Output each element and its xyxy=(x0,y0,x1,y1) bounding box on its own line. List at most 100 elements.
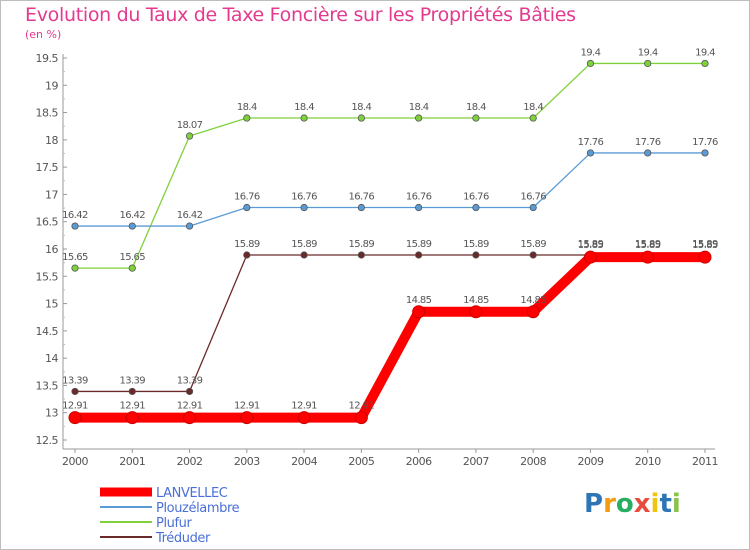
x-tick-label: 2009 xyxy=(577,455,603,468)
data-label: 14.85 xyxy=(406,295,432,306)
data-point xyxy=(300,251,308,259)
data-point xyxy=(583,250,597,264)
data-label: 14.85 xyxy=(520,295,546,306)
data-label: 16.76 xyxy=(406,192,432,203)
data-point xyxy=(243,251,251,259)
brand-letter: i xyxy=(650,489,660,519)
data-point xyxy=(128,264,136,272)
series-line-plouzélambre xyxy=(74,152,706,227)
data-label: 18.07 xyxy=(177,120,203,131)
data-point xyxy=(586,59,595,68)
data-point xyxy=(185,132,194,140)
data-point xyxy=(183,411,197,425)
y-tick-label: 13 xyxy=(45,407,58,420)
chart-title: Evolution du Taux de Taxe Foncière sur l… xyxy=(25,4,576,26)
x-tick-label: 2011 xyxy=(692,455,718,468)
data-label: 18.4 xyxy=(351,102,371,113)
data-label: 14.85 xyxy=(463,295,489,306)
data-point xyxy=(243,203,251,212)
data-label: 15.89 xyxy=(234,239,260,250)
y-tick-label: 17.5 xyxy=(36,161,59,174)
data-label: 16.42 xyxy=(119,210,145,221)
y-tick-label: 19 xyxy=(45,79,58,92)
x-tick-label: 2003 xyxy=(234,455,260,468)
data-label: 15.89 xyxy=(692,239,718,250)
data-label: 15.89 xyxy=(291,239,317,250)
brand-letter: o xyxy=(615,489,634,519)
data-label: 15.89 xyxy=(463,239,489,250)
data-point xyxy=(71,264,79,272)
data-label: 15.89 xyxy=(406,239,432,250)
x-tick-label: 2010 xyxy=(635,455,661,468)
data-point xyxy=(644,59,652,68)
data-point xyxy=(472,114,480,122)
chart-unit-label: (en %) xyxy=(25,28,62,41)
data-point xyxy=(185,222,194,230)
data-point xyxy=(641,250,655,264)
data-point xyxy=(357,251,365,259)
data-label: 16.76 xyxy=(234,192,260,203)
data-point xyxy=(469,305,483,319)
data-label: 13.39 xyxy=(119,375,145,386)
y-tick-label: 16.5 xyxy=(36,216,59,229)
data-label: 12.91 xyxy=(349,401,375,412)
brand-letter: r xyxy=(603,489,616,519)
x-tick-label: 2007 xyxy=(463,455,489,468)
data-point xyxy=(71,387,79,396)
y-tick-label: 15.5 xyxy=(36,270,59,283)
x-tick-label: 2000 xyxy=(62,455,88,468)
data-point xyxy=(701,59,709,68)
data-point xyxy=(300,114,308,122)
data-label: 15.85 xyxy=(635,240,661,251)
data-point xyxy=(354,411,368,425)
data-point xyxy=(472,203,480,212)
y-tick-label: 12.5 xyxy=(36,434,59,447)
data-point xyxy=(472,251,480,259)
data-label: 15.65 xyxy=(62,252,88,263)
legend-entry: Tréduder xyxy=(155,531,211,546)
y-tick-label: 15 xyxy=(45,298,58,311)
data-point xyxy=(586,149,595,157)
x-tick-label: 2004 xyxy=(291,455,317,468)
data-label: 15.89 xyxy=(349,239,375,250)
data-label: 12.91 xyxy=(177,401,203,412)
data-label: 16.42 xyxy=(177,210,203,221)
y-tick-label: 14.5 xyxy=(36,325,59,338)
data-label: 16.76 xyxy=(349,192,375,203)
data-point xyxy=(300,203,308,212)
y-tick-label: 13.5 xyxy=(36,379,59,392)
data-label: 17.76 xyxy=(692,137,718,148)
data-point xyxy=(529,251,537,259)
data-point xyxy=(128,222,136,230)
data-label: 19.4 xyxy=(695,47,715,58)
data-label: 16.76 xyxy=(463,192,489,203)
data-point xyxy=(297,411,311,425)
data-label: 18.4 xyxy=(294,102,314,113)
legend-entry: Plufur xyxy=(156,516,193,531)
brand-letter: t xyxy=(659,489,672,519)
data-point xyxy=(529,114,537,122)
data-point xyxy=(701,149,709,157)
data-point xyxy=(526,305,540,319)
data-label: 17.76 xyxy=(635,137,661,148)
data-label: 15.85 xyxy=(578,240,604,251)
data-label: 19.4 xyxy=(638,47,658,58)
data-label: 15.85 xyxy=(692,240,718,251)
brand-letter: i xyxy=(671,489,681,519)
data-label: 16.76 xyxy=(520,192,546,203)
data-label: 16.42 xyxy=(62,210,88,221)
data-point xyxy=(240,411,254,425)
x-tick-label: 2008 xyxy=(520,455,546,468)
data-label: 19.4 xyxy=(581,47,601,58)
data-point xyxy=(412,305,426,319)
data-label: 18.4 xyxy=(466,102,486,113)
data-point xyxy=(125,411,139,425)
data-point xyxy=(415,251,423,259)
data-label: 12.91 xyxy=(291,401,317,412)
series-line-plufur xyxy=(74,62,706,269)
data-label: 12.91 xyxy=(62,401,88,412)
y-tick-label: 17 xyxy=(45,188,58,201)
data-label: 12.91 xyxy=(119,401,145,412)
